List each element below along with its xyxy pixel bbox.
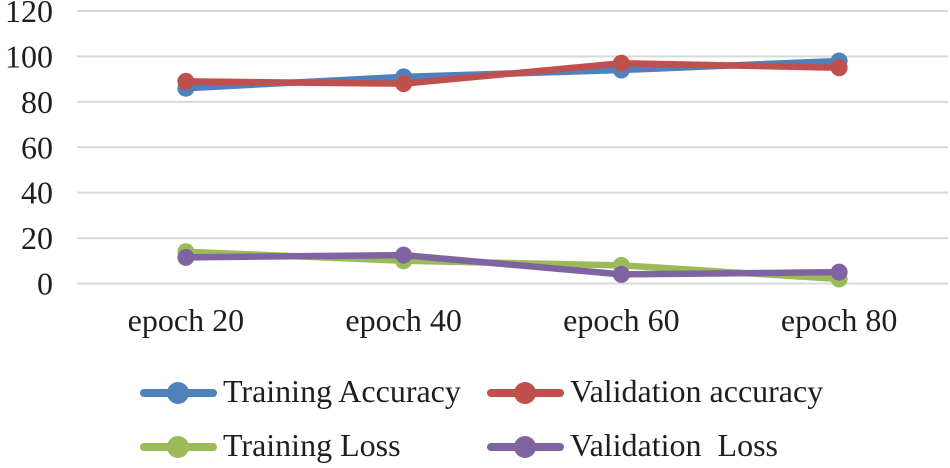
- legend-label-validation-accuracy: Validation accuracy: [570, 373, 824, 409]
- legend-item-training-loss: Training Loss: [140, 429, 487, 465]
- y-axis-tick-label: 20: [21, 220, 53, 256]
- y-axis-tick-label: 40: [21, 175, 53, 211]
- legend-item-training-accuracy: Training Accuracy: [140, 375, 487, 411]
- data-point-marker: [612, 265, 630, 283]
- series-line: [182, 251, 843, 278]
- data-point-marker: [395, 75, 413, 93]
- legend-marker-validation-accuracy-icon: [487, 382, 564, 404]
- legend-label-training-loss: Training Loss: [223, 427, 401, 463]
- x-axis-tick-label: epoch 60: [563, 302, 679, 338]
- legend-marker-training-loss-icon: [140, 436, 217, 458]
- plot-svg: 0 20 40 60 80 100 120 epoch 20 epoch 40 epoch 60 e…: [5, 0, 948, 338]
- legend-item-validation-loss: Validation Loss: [487, 429, 823, 465]
- legend-item-validation-accuracy: Validation accuracy: [487, 375, 823, 411]
- y-axis-tick-label: 80: [21, 84, 53, 120]
- data-point-marker: [612, 54, 630, 72]
- data-point-marker: [395, 246, 413, 264]
- x-axis-tick-label: epoch 40: [345, 302, 461, 338]
- y-axis-tick-label: 120: [5, 0, 53, 29]
- x-axis-tick-label: epoch 20: [128, 302, 244, 338]
- legend-label-training-accuracy: Training Accuracy: [223, 373, 461, 409]
- y-axis-tick-label: 100: [5, 38, 53, 74]
- y-axis-tick-label: 0: [37, 266, 53, 302]
- legend-label-validation-loss: Validation Loss: [570, 427, 778, 463]
- legend-marker-validation-loss-icon: [487, 436, 564, 458]
- series-line: [182, 59, 843, 87]
- legend-marker-training-accuracy-icon: [140, 382, 217, 404]
- plot-area: 0 20 40 60 80 100 120 epoch 20 epoch 40 epoch 60 e…: [5, 0, 948, 338]
- chart-legend: Training Accuracy Validation accuracy Tr…: [140, 366, 823, 468]
- data-point-marker: [177, 248, 195, 266]
- data-point-marker: [830, 59, 848, 77]
- y-axis-tick-label: 60: [21, 129, 53, 165]
- data-point-marker: [830, 263, 848, 281]
- data-point-marker: [177, 72, 195, 90]
- x-axis-tick-label: epoch 80: [781, 302, 897, 338]
